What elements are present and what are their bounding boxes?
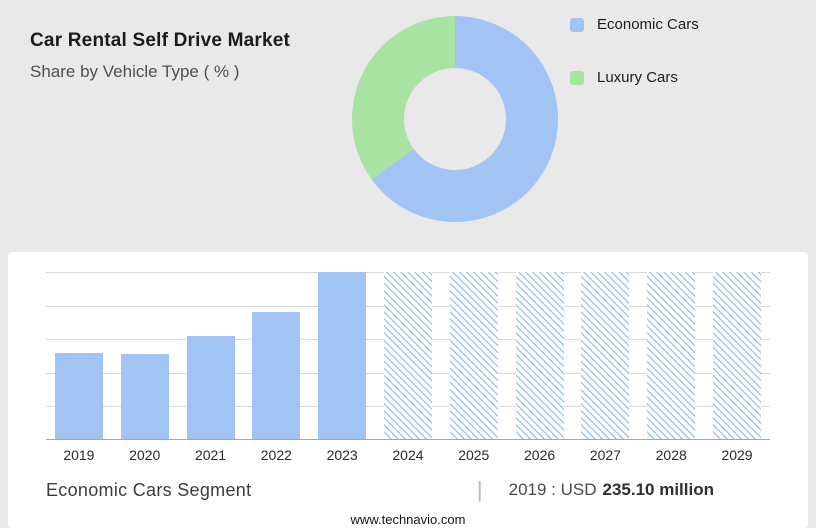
bar-column xyxy=(46,272,112,440)
x-axis-tick-label: 2029 xyxy=(721,447,753,463)
value-prefix: 2019 : USD xyxy=(508,480,597,499)
segment-label: Economic Cars Segment xyxy=(46,479,252,500)
x-axis-labels: 2019 2020 2021 2022 2023 2024 2025 2026 2027 2028… xyxy=(46,447,770,463)
bars-container xyxy=(46,272,770,440)
bar-column xyxy=(704,272,770,440)
x-axis-tick-label: 2020 xyxy=(129,447,161,463)
page-subtitle: Share by Vehicle Type ( % ) xyxy=(30,62,240,81)
donut-hole xyxy=(404,68,506,170)
bar-column xyxy=(309,272,375,440)
bar xyxy=(54,352,103,440)
legend-swatch xyxy=(570,17,584,32)
legend-item: Luxury Cars xyxy=(570,69,699,86)
bar-column xyxy=(638,272,704,440)
x-axis-tick-label: 2026 xyxy=(524,447,556,463)
bar xyxy=(120,354,169,440)
bar xyxy=(318,272,367,440)
header-section: Car Rental Self Drive Market Share by Ve… xyxy=(0,0,816,238)
legend-swatch xyxy=(570,70,584,85)
caption-row: Economic Cars Segment | 2019 : USD 235.1… xyxy=(46,477,770,503)
bar xyxy=(186,335,235,440)
forecast-bar xyxy=(647,272,696,440)
x-axis-tick-label: 2028 xyxy=(655,447,687,463)
bar-column xyxy=(375,272,441,440)
legend-label: Economic Cars xyxy=(597,16,699,33)
bar-column xyxy=(178,272,244,440)
chart-legend: Economic Cars Luxury Cars xyxy=(570,16,699,122)
legend-item: Economic Cars xyxy=(570,16,699,33)
value-amount: 235.10 million xyxy=(602,480,715,499)
x-axis-tick-label: 2021 xyxy=(194,447,227,463)
footer-link[interactable]: www.technavio.com xyxy=(350,512,466,527)
legend-label: Luxury Cars xyxy=(597,69,678,86)
x-axis-tick-label: 2022 xyxy=(260,447,292,463)
forecast-bar xyxy=(449,272,498,440)
forecast-bar xyxy=(515,272,564,440)
footer: www.technavio.com xyxy=(32,511,784,528)
bar-column xyxy=(243,272,309,440)
bar-column xyxy=(507,272,573,440)
forecast-bar xyxy=(383,272,432,440)
x-axis-tick-label: 2019 xyxy=(63,447,95,463)
donut-chart xyxy=(352,16,558,222)
x-axis-tick-label: 2027 xyxy=(589,447,621,463)
caption-separator: | xyxy=(476,477,483,502)
bar-column xyxy=(112,272,178,440)
x-axis-baseline xyxy=(46,439,770,440)
bar-chart-card: 2019 2020 2021 2022 2023 2024 2025 2026 2027 2028… xyxy=(8,252,808,528)
forecast-bar xyxy=(581,272,630,440)
bar-column xyxy=(441,272,507,440)
title-block: Car Rental Self Drive Market Share by Ve… xyxy=(30,30,290,82)
x-axis-tick-label: 2025 xyxy=(458,447,490,463)
x-axis-tick-label: 2023 xyxy=(326,447,358,463)
page-title: Car Rental Self Drive Market xyxy=(30,30,291,51)
bar-chart xyxy=(46,272,770,440)
bar xyxy=(252,312,301,440)
bar-column xyxy=(573,272,639,440)
x-axis-tick-label: 2024 xyxy=(392,447,424,463)
forecast-bar xyxy=(713,272,762,440)
